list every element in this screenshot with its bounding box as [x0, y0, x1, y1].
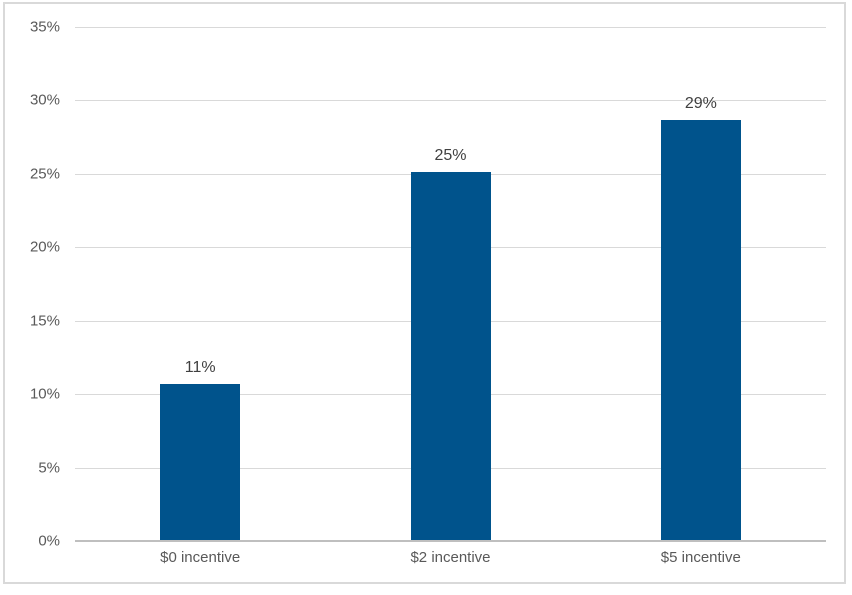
gridline-35pct [75, 27, 826, 28]
bar-2 [410, 172, 491, 541]
y-tick-label: 10% [29, 385, 60, 403]
bar-3 [660, 119, 741, 541]
bar-chart-frame: 11% 25% 29% 0% 5% 10% 15% 20% 25% 30% 35% $0 ince… [3, 2, 846, 584]
bar-data-label: 11% [184, 358, 216, 376]
plot-area: 11% 25% 29% [75, 27, 826, 542]
gridline-30pct [75, 100, 826, 102]
y-tick-label: 35% [29, 18, 60, 36]
y-tick-label: 25% [29, 165, 60, 183]
x-axis-line [75, 540, 826, 542]
x-tick-label: $5 incentive [660, 549, 741, 566]
bar-data-label: 29% [684, 94, 717, 112]
y-tick-label: 15% [29, 312, 60, 330]
x-tick-label: $0 incentive [160, 549, 241, 566]
y-tick-label: 30% [29, 91, 60, 109]
y-tick-label: 5% [38, 459, 60, 477]
bar-data-label: 25% [434, 147, 467, 165]
bar-1 [160, 383, 241, 541]
y-tick-label: 20% [29, 238, 60, 256]
y-tick-label: 0% [38, 532, 60, 550]
x-tick-label: $2 incentive [410, 549, 491, 566]
